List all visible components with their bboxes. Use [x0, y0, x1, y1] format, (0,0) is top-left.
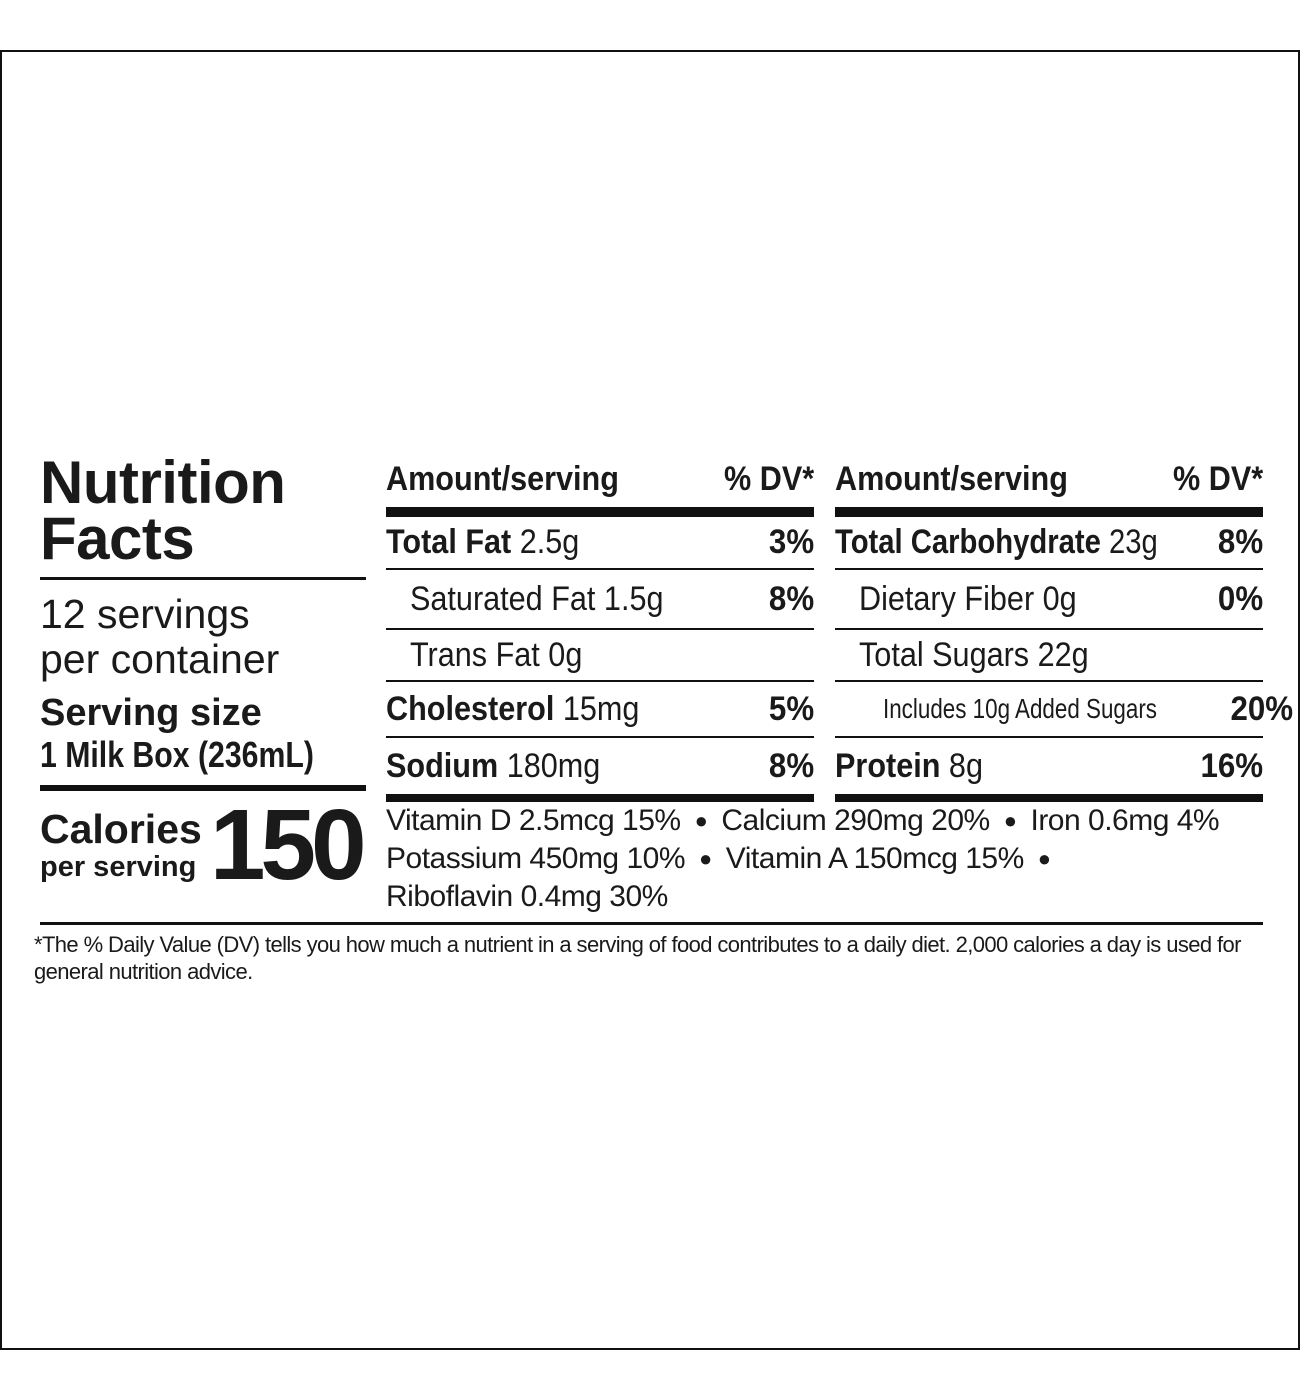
vitamin-a: Vitamin A 150mcg 15% — [725, 842, 1024, 875]
nutrient-row-protein: Protein 8g 16% — [835, 738, 1263, 802]
bullet-icon: ● — [1037, 846, 1051, 871]
bottom-section: Calories per serving 150 Vitamin D 2.5mc… — [34, 789, 1263, 985]
outer-border — [0, 50, 1300, 1350]
calcium: Calcium 290mg 20% — [721, 804, 990, 837]
divider-thick — [40, 785, 366, 791]
nutrient-row-trans-fat: Trans Fat 0g — [386, 630, 814, 682]
dv-value: 16% — [1200, 746, 1263, 785]
column-header: Amount/serving % DV* — [835, 458, 1263, 517]
bullet-icon: ● — [1003, 808, 1017, 833]
nutrient-row-total-carbohydrate: Total Carbohydrate 23g 8% — [835, 517, 1263, 570]
servings-line-2: per container — [40, 636, 280, 682]
nutrient-row-dietary-fiber: Dietary Fiber 0g 0% — [835, 570, 1263, 630]
footnote: *The % Daily Value (DV) tells you how mu… — [34, 932, 1241, 984]
dv-value: 0% — [1217, 579, 1263, 618]
header-amount: Amount/serving — [835, 460, 1068, 498]
dv-value: 8% — [1217, 523, 1263, 561]
potassium: Potassium 450mg 10% — [386, 842, 686, 875]
bullet-icon: ● — [699, 846, 712, 871]
dv-value: 8% — [768, 746, 814, 785]
divider — [40, 577, 366, 580]
calories-block: Calories per serving 150 — [40, 789, 386, 901]
nutrient-row-added-sugars: Includes 10g Added Sugars 20% — [835, 682, 1294, 738]
iron: Iron 0.6mg 4% — [1030, 804, 1220, 837]
label-title: Nutrition Facts — [40, 449, 286, 572]
dv-value: 8% — [768, 579, 814, 618]
nutrient-row-sodium: Sodium 180mg 8% — [386, 738, 814, 802]
bullet-icon: ● — [694, 808, 708, 833]
nutrient-row-saturated-fat: Saturated Fat 1.5g 8% — [386, 570, 814, 630]
nutrient-row-total-sugars: Total Sugars 22g — [835, 630, 1263, 682]
dv-value: 5% — [768, 689, 814, 728]
column-header: Amount/serving % DV* — [386, 458, 814, 517]
nutrient-column-right: Amount/serving % DV* Total Carbohydrate … — [835, 458, 1294, 802]
servings-per-container: 12 servings per container — [40, 592, 279, 682]
header-amount: Amount/serving — [386, 460, 619, 498]
header-dv: % DV* — [723, 460, 814, 498]
serving-size-label: Serving size — [40, 692, 262, 734]
vitamin-d: Vitamin D 2.5mcg 15% — [386, 804, 681, 837]
calories-and-vitamins: Calories per serving 150 Vitamin D 2.5mc… — [40, 789, 1263, 925]
serving-size-value: 1 Milk Box (236mL) — [40, 734, 314, 775]
servings-line-1: 12 servings — [40, 591, 250, 637]
riboflavin: Riboflavin 0.4mg 30% — [386, 880, 668, 913]
serving-size: Serving size 1 Milk Box (236mL) — [40, 692, 366, 776]
title-line-1: Nutrition — [40, 449, 286, 516]
nutrient-column-left: Amount/serving % DV* Total Fat 2.5g 3% S… — [386, 458, 814, 802]
nutrient-row-cholesterol: Cholesterol 15mg 5% — [386, 682, 814, 738]
nutrient-row-total-fat: Total Fat 2.5g 3% — [386, 517, 814, 570]
header-dv: % DV* — [1172, 460, 1263, 498]
calories-label: Calories — [40, 806, 202, 852]
calories-sub-label: per serving — [40, 851, 197, 883]
title-line-2: Facts — [40, 505, 195, 572]
calories-value: 150 — [209, 789, 367, 901]
vitamins-list: Vitamin D 2.5mcg 15% ● Calcium 290mg 20%… — [386, 802, 1263, 916]
dv-value: 3% — [768, 523, 814, 561]
dv-value: 20% — [1230, 689, 1294, 728]
